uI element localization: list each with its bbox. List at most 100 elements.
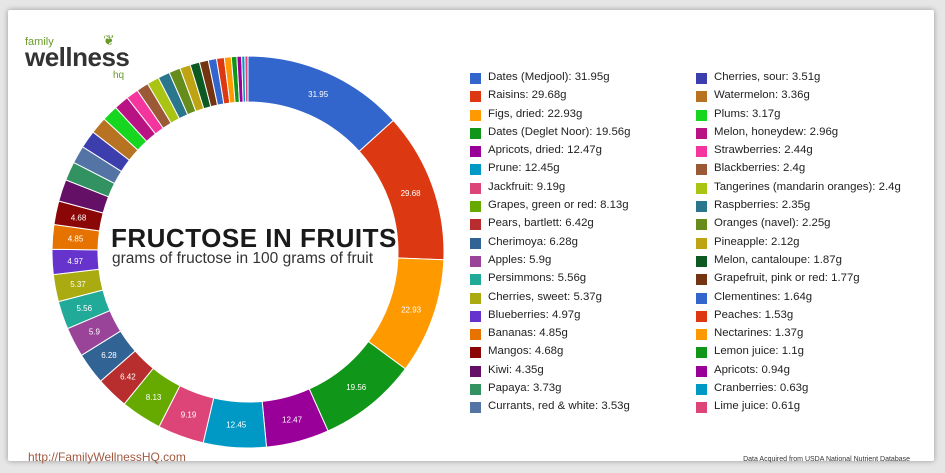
legend-swatch xyxy=(696,182,707,194)
legend-swatch xyxy=(696,127,707,139)
legend-label: Lemon juice: 1.1g xyxy=(714,345,804,358)
legend-label: Kiwi: 4.35g xyxy=(488,363,544,376)
legend-swatch xyxy=(470,182,481,194)
donut-slice-label-15: 4.68 xyxy=(71,213,87,222)
donut-slice-37 xyxy=(244,55,249,103)
legend-label: Dates (Medjool): 31.95g xyxy=(488,71,610,83)
family-wellness-logo: ❦ family wellness hq xyxy=(23,32,163,81)
legend-swatch xyxy=(696,310,707,322)
legend-swatch xyxy=(470,255,481,267)
legend-label: Currants, red & white: 3.53g xyxy=(488,400,630,413)
donut-slice-label-12: 5.37 xyxy=(70,280,86,289)
legend-swatch xyxy=(696,91,707,103)
donut-slice-label-6: 9.19 xyxy=(181,410,197,419)
chart-title: FRUCTOSE IN FRUITS xyxy=(111,223,397,253)
footer-website-link[interactable]: http://FamilyWellnessHQ.com xyxy=(28,450,186,464)
legend-label: Dates (Deglet Noor): 19.56g xyxy=(488,125,631,138)
legend-swatch xyxy=(470,365,481,377)
donut-slice-label-11: 5.56 xyxy=(76,304,92,313)
legend-swatch xyxy=(696,365,707,377)
logo-hq-text: hq xyxy=(113,70,125,81)
legend-swatch xyxy=(470,146,481,158)
legend-swatch xyxy=(470,274,481,286)
donut-slice-label-5: 12.45 xyxy=(226,421,247,430)
legend-label: Pears, bartlett: 6.42g xyxy=(488,217,594,230)
legend-swatch xyxy=(696,292,707,304)
logo-wellness-text: wellness xyxy=(25,42,130,72)
legend-label: Blackberries: 2.4g xyxy=(714,162,806,175)
legend-swatch xyxy=(470,402,481,414)
legend-label: Nectarines: 1.37g xyxy=(714,327,804,340)
legend-label: Pineapple: 2.12g xyxy=(714,235,800,248)
legend-label: Apricots: 0.94g xyxy=(714,363,790,376)
legend-swatch xyxy=(696,347,707,359)
legend-label: Raisins: 29.68g xyxy=(488,89,567,102)
legend-swatch xyxy=(470,73,481,84)
legend-label: Strawberries: 2.44g xyxy=(714,144,813,157)
legend-label: Cherries, sweet: 5.37g xyxy=(488,290,602,303)
legend-swatch xyxy=(470,237,481,249)
legend-swatch xyxy=(696,329,707,341)
fructose-donut-chart: 31.95 29.68 22.93 19.56 12.47 12.45 9.19 8.13 6.… xyxy=(51,55,445,449)
donut-slice-label-2: 22.93 xyxy=(401,306,422,315)
legend-label: Grapes, green or red: 8.13g xyxy=(488,199,629,212)
legend-label: Peaches: 1.53g xyxy=(714,308,794,321)
donut-slice-label-0: 31.95 xyxy=(308,90,329,99)
donut-slice-label-8: 6.42 xyxy=(120,373,136,382)
legend-label: Figs, dried: 22.93g xyxy=(488,107,583,120)
logo-family-text: family xyxy=(25,36,54,48)
legend-label: Oranges (navel): 2.25g xyxy=(714,217,831,230)
legend-swatch xyxy=(696,255,707,267)
legend-swatch xyxy=(696,201,707,213)
legend-label: Cherimoya: 6.28g xyxy=(488,235,578,248)
infographic-card: ❦ family wellness hq 31.95 29.68 22.93 19.5… xyxy=(8,10,934,464)
legend-swatch xyxy=(470,329,481,341)
legend-label: Papaya: 3.73g xyxy=(488,382,562,395)
legend-label: Persimmons: 5.56g xyxy=(488,272,587,285)
donut-slice-label-9: 6.28 xyxy=(101,351,117,360)
legend-label: Plums: 3.17g xyxy=(714,107,781,120)
legend-swatch xyxy=(696,274,707,286)
legend-label: Watermelon: 3.36g xyxy=(714,89,810,102)
legend-swatch xyxy=(470,347,481,359)
donut-slice-label-10: 5.9 xyxy=(89,328,101,337)
legend-swatch xyxy=(696,402,707,414)
legend-swatch xyxy=(470,292,481,304)
legend-label: Melon, honeydew: 2.96g xyxy=(714,125,839,138)
legend-label: Lime juice: 0.61g xyxy=(714,400,801,413)
legend-label: Melon, cantaloupe: 1.87g xyxy=(714,253,842,266)
legend-swatch xyxy=(696,146,707,158)
legend-swatch xyxy=(696,164,707,176)
legend-swatch xyxy=(470,109,481,121)
donut-slice-label-4: 12.47 xyxy=(282,415,303,424)
legend-swatch xyxy=(470,127,481,139)
leaf-icon: ❦ xyxy=(103,32,115,48)
legend-label: Apricots, dried: 12.47g xyxy=(488,144,602,157)
legend-swatch xyxy=(696,73,707,84)
donut-slice-label-14: 4.85 xyxy=(68,235,84,244)
chart-subtitle: grams of fructose in 100 grams of fruit xyxy=(112,250,374,267)
donut-slice-label-7: 8.13 xyxy=(146,393,162,402)
legend-label: Grapefruit, pink or red: 1.77g xyxy=(714,272,860,285)
legend-swatch xyxy=(470,164,481,176)
legend-swatch xyxy=(470,310,481,322)
legend-label: Tangerines (mandarin oranges): 2.4g xyxy=(714,180,901,193)
legend-swatch xyxy=(470,201,481,213)
donut-slice-label-13: 4.97 xyxy=(67,257,83,266)
legend-swatch xyxy=(470,219,481,231)
legend-label: Prune: 12.45g xyxy=(488,162,560,175)
legend-label: Mangos: 4.68g xyxy=(488,345,564,358)
legend-label: Cranberries: 0.63g xyxy=(714,382,809,395)
legend-label: Clementines: 1.64g xyxy=(714,290,813,303)
legend-swatch xyxy=(696,109,707,121)
legend-label: Bananas: 4.85g xyxy=(488,327,568,340)
footer-data-source: Data Acquired from USDA National Nutrien… xyxy=(743,456,910,463)
legend-swatch xyxy=(696,384,707,396)
legend-swatch xyxy=(470,91,481,103)
legend-label: Cherries, sour: 3.51g xyxy=(714,71,821,83)
legend-swatch xyxy=(696,237,707,249)
legend-label: Raspberries: 2.35g xyxy=(714,199,811,212)
donut-slice-label-1: 29.68 xyxy=(401,189,422,198)
donut-slice-0 xyxy=(247,55,394,153)
legend-label: Apples: 5.9g xyxy=(488,253,552,266)
